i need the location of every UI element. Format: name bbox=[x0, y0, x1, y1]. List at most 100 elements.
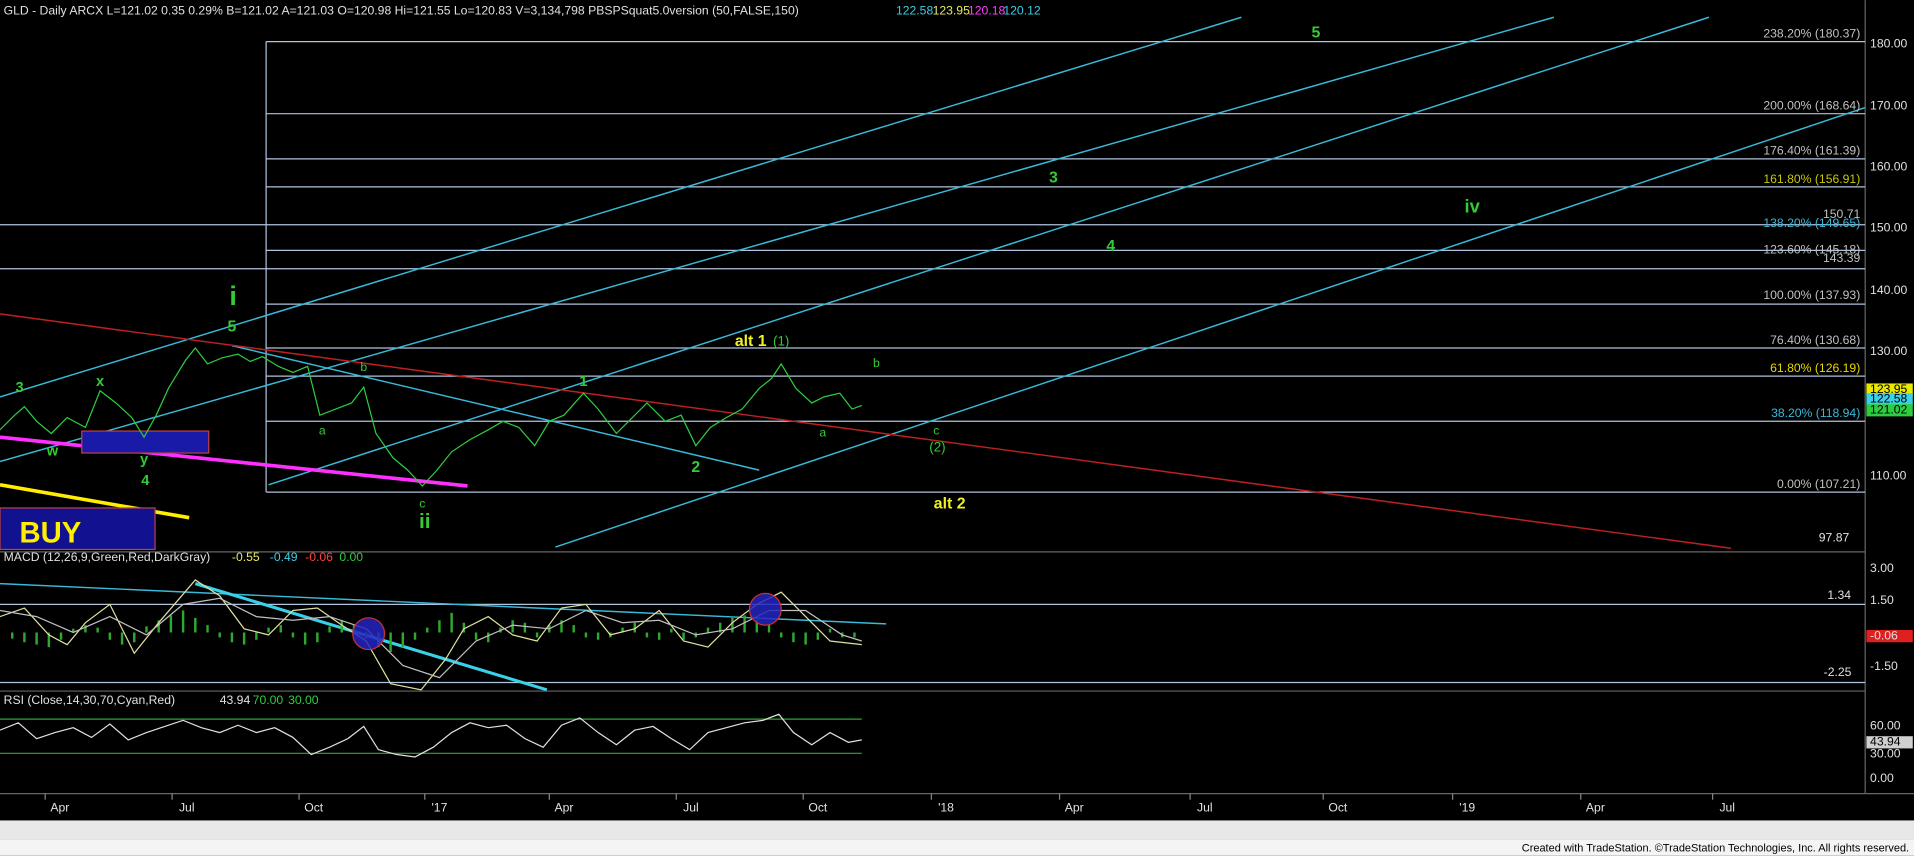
time-axis-label: Oct bbox=[808, 800, 828, 814]
price-marker: 121.02 bbox=[1870, 403, 1907, 417]
buy-box bbox=[0, 507, 156, 551]
rsi-axis-label: 0.00 bbox=[1870, 771, 1894, 785]
price-axis-label: 180.00 bbox=[1870, 36, 1907, 50]
yellow-trendline bbox=[0, 482, 190, 520]
time-axis-label: Jul bbox=[683, 800, 699, 814]
fib-label: 143.39 bbox=[1823, 251, 1860, 265]
price-axis-label: 150.00 bbox=[1870, 221, 1907, 235]
macd-header: MACD (12,26,9,Green,Red,DarkGray) bbox=[4, 550, 211, 564]
fib-label: 61.80% (126.19) bbox=[1770, 361, 1860, 375]
red-trendline bbox=[0, 313, 1731, 549]
wave-label: 1 bbox=[579, 374, 587, 390]
time-axis-label: Jul bbox=[179, 800, 195, 814]
macd-value: 0.00 bbox=[339, 550, 363, 564]
wave-label: y bbox=[140, 452, 149, 468]
macd-value: -0.49 bbox=[270, 550, 298, 564]
scrollbar[interactable] bbox=[0, 820, 1914, 840]
time-axis-label: Oct bbox=[304, 800, 324, 814]
wave-label: b bbox=[873, 356, 880, 370]
macd-axis-label: 1.34 bbox=[1827, 588, 1851, 602]
price-marker-box bbox=[1866, 383, 1913, 396]
time-axis-label: Apr bbox=[1586, 800, 1605, 814]
rsi-value: 43.94 bbox=[220, 693, 251, 707]
rsi-marker-box bbox=[1866, 736, 1913, 749]
macd-value: -0.55 bbox=[232, 550, 260, 564]
indicator-value: 122.58 bbox=[896, 3, 933, 17]
rsi-value: 70.00 bbox=[253, 693, 284, 707]
wave-label: (2) bbox=[929, 440, 945, 455]
rsi-value: 30.00 bbox=[288, 693, 319, 707]
marker-circle bbox=[352, 617, 386, 651]
wave-label: (1) bbox=[773, 333, 789, 348]
time-axis-label: Apr bbox=[1065, 800, 1084, 814]
fib-label: 138.20% (149.65) bbox=[1763, 216, 1860, 230]
time-axis-label: '17 bbox=[431, 800, 447, 814]
wave-label: 4 bbox=[1106, 238, 1115, 255]
macd-value: -0.06 bbox=[305, 550, 333, 564]
price-marker-box bbox=[1866, 393, 1913, 406]
wave-label: ii bbox=[419, 510, 431, 533]
price-marker-box bbox=[1866, 404, 1913, 417]
macd-axis-label: -2.25 bbox=[1824, 665, 1852, 679]
footer: Created with TradeStation. ©TradeStation… bbox=[1522, 842, 1909, 854]
macd-line bbox=[0, 579, 862, 691]
wave-label: alt 2 bbox=[934, 495, 966, 512]
wave-label: c bbox=[933, 423, 939, 437]
price-marker: 123.95 bbox=[1870, 382, 1907, 396]
fib-label: 238.20% (180.37) bbox=[1763, 27, 1860, 41]
time-axis-label: Jul bbox=[1719, 800, 1735, 814]
rsi-axis-label: 43.94 bbox=[1870, 735, 1901, 749]
price-axis-label: 130.00 bbox=[1870, 344, 1907, 358]
price-axis-label: 140.00 bbox=[1870, 283, 1907, 297]
buy-label: BUY bbox=[20, 517, 82, 550]
rsi-header: RSI (Close,14,30,70,Cyan,Red) bbox=[4, 693, 175, 707]
macd-axis-label: -1.50 bbox=[1870, 659, 1898, 673]
time-axis-label: '18 bbox=[938, 800, 954, 814]
price-marker: 122.58 bbox=[1870, 392, 1907, 406]
indicator-value: 123.95 bbox=[933, 3, 970, 17]
macd-axis-label: 3.00 bbox=[1870, 561, 1894, 575]
fib-label: 200.00% (168.64) bbox=[1763, 99, 1860, 113]
macd-signal bbox=[0, 597, 862, 679]
indicator-value: 120.12 bbox=[1003, 3, 1040, 17]
macd-axis-label: -0.06 bbox=[1870, 628, 1898, 642]
wave-label: 3 bbox=[1049, 170, 1058, 187]
wave-label: iv bbox=[1464, 195, 1480, 216]
rsi-axis-label: 60.00 bbox=[1870, 719, 1901, 733]
fib-label: 0.00% (107.21) bbox=[1777, 477, 1860, 491]
wave-label: 3 bbox=[15, 380, 23, 396]
wave-label: alt 1 bbox=[735, 333, 767, 350]
wave-label: a bbox=[819, 426, 826, 440]
indicator-value: 120.18 bbox=[968, 3, 1005, 17]
wave-label: c bbox=[419, 497, 425, 511]
price-axis-label: 160.00 bbox=[1870, 160, 1907, 174]
wave-label: 5 bbox=[228, 318, 237, 335]
price-axis-label: 110.00 bbox=[1870, 468, 1907, 482]
wave-label: 4 bbox=[141, 473, 150, 489]
time-axis-label: Apr bbox=[554, 800, 573, 814]
fib-label: 76.40% (130.68) bbox=[1770, 333, 1860, 347]
marker-circle bbox=[748, 592, 782, 626]
fib-label: 176.40% (161.39) bbox=[1763, 144, 1860, 158]
wave-label: w bbox=[46, 444, 59, 460]
magenta-trendline bbox=[0, 435, 468, 488]
fib-label: 161.80% (156.91) bbox=[1763, 172, 1860, 186]
fib-label: 150.71 bbox=[1823, 207, 1860, 221]
wave-label: b bbox=[360, 360, 367, 374]
zone-box bbox=[81, 430, 210, 454]
wave-label: i bbox=[229, 281, 236, 311]
time-axis-label: Apr bbox=[50, 800, 69, 814]
wave-label: 5 bbox=[1311, 24, 1320, 41]
price-axis-label: 97.87 bbox=[1819, 531, 1850, 545]
macd-marker-box bbox=[1866, 630, 1913, 643]
footer-bar bbox=[0, 839, 1914, 856]
time-axis-label: Oct bbox=[1328, 800, 1348, 814]
fib-label: 123.60% (145.18) bbox=[1763, 243, 1860, 257]
fib-label: 100.00% (137.93) bbox=[1763, 288, 1860, 302]
price-axis-label: 170.00 bbox=[1870, 99, 1907, 113]
rsi-line bbox=[0, 713, 862, 758]
wave-label: 2 bbox=[691, 459, 700, 476]
symbol-info: GLD - Daily ARCX L=121.02 0.35 0.29% B=1… bbox=[4, 3, 799, 17]
